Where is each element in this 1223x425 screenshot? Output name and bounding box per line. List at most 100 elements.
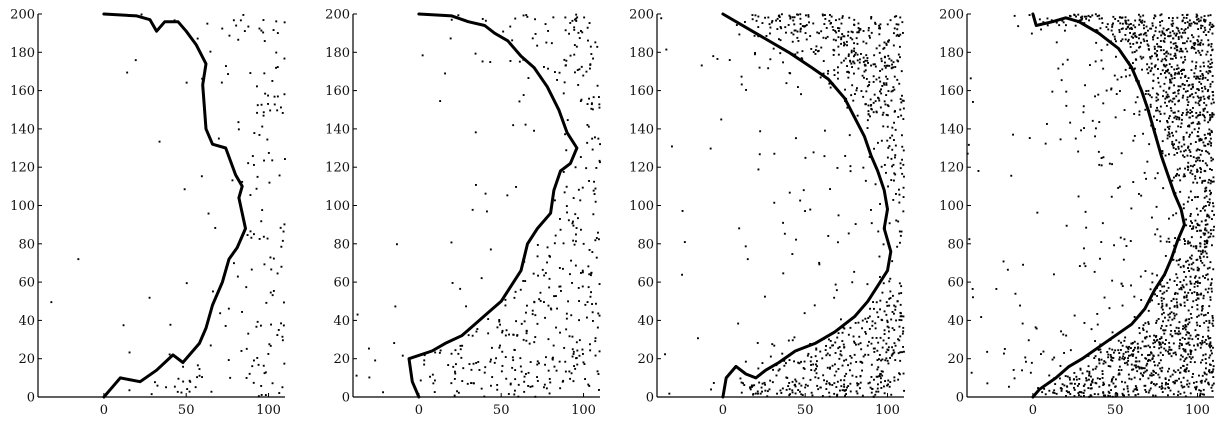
scatter-point [519, 357, 522, 360]
scatter-point [1161, 366, 1164, 369]
scatter-point [893, 379, 896, 382]
scatter-point [1172, 146, 1175, 149]
scatter-point [1196, 123, 1199, 125]
scatter-point [505, 377, 508, 380]
scatter-point [1113, 74, 1116, 77]
scatter-point [1200, 24, 1202, 27]
scatter-point [1187, 111, 1189, 114]
scatter-point [249, 230, 252, 233]
scatter-point [1112, 22, 1114, 25]
scatter-point [1176, 301, 1178, 304]
scatter-point [1145, 90, 1148, 92]
scatter-point [431, 373, 434, 376]
scatter-point [1057, 67, 1060, 70]
scatter-point [720, 118, 723, 121]
scatter-point [1189, 24, 1192, 27]
scatter-point [1200, 138, 1203, 141]
scatter-point [822, 72, 825, 75]
scatter-point [1182, 68, 1185, 71]
scatter-point [1196, 343, 1199, 346]
scatter-point [1166, 134, 1169, 137]
scatter-point [870, 391, 873, 394]
scatter-point [1110, 389, 1112, 391]
scatter-point [869, 115, 871, 118]
scatter-point [1210, 287, 1213, 290]
scatter-point [823, 23, 826, 25]
scatter-point [846, 106, 849, 109]
scatter-point [1191, 45, 1194, 48]
scatter-point [576, 16, 579, 19]
scatter-point [1168, 316, 1171, 319]
scatter-point [1120, 349, 1122, 351]
scatter-point [781, 387, 784, 390]
scatter-point [1120, 40, 1123, 42]
scatter-point [1211, 49, 1214, 52]
scatter-point [1127, 357, 1129, 360]
scatter-point [1119, 22, 1122, 25]
scatter-point [872, 101, 875, 104]
scatter-point [1153, 334, 1156, 337]
scatter-point [878, 51, 881, 54]
scatter-point [891, 134, 894, 137]
scatter-point [857, 22, 860, 25]
scatter-point [257, 395, 260, 398]
scatter-point [368, 347, 370, 350]
scatter-point [791, 40, 794, 43]
scatter-point [1203, 243, 1206, 246]
scatter-point [877, 316, 880, 318]
scatter-point [1211, 390, 1214, 392]
scatter-point [547, 67, 549, 70]
scatter-point [809, 208, 812, 211]
scatter-point [1079, 367, 1082, 370]
scatter-point [1002, 260, 1005, 263]
scatter-point [1144, 93, 1147, 95]
scatter-point [1134, 346, 1136, 349]
scatter-point [231, 179, 234, 182]
scatter-point [879, 106, 882, 109]
scatter-point [589, 343, 591, 346]
scatter-point [1205, 34, 1208, 36]
scatter-point [805, 14, 807, 17]
scatter-point [888, 39, 890, 42]
scatter-point [1177, 27, 1179, 30]
scatter-point [782, 272, 785, 275]
scatter-point [1185, 111, 1188, 114]
scatter-point [543, 66, 545, 68]
scatter-point [598, 283, 601, 285]
scatter-point [1170, 66, 1173, 68]
scatter-point [1190, 236, 1193, 239]
scatter-point [574, 71, 576, 74]
scatter-point [851, 374, 854, 377]
scatter-point [1139, 45, 1142, 48]
scatter-point [1190, 122, 1193, 125]
scatter-point [836, 167, 839, 169]
scatter-point [1124, 381, 1127, 384]
scatter-point [889, 297, 892, 299]
scatter-point [882, 111, 885, 114]
scatter-point [578, 68, 581, 71]
scatter-point [1171, 100, 1174, 103]
scatter-point [1199, 236, 1202, 239]
scatter-point [1186, 331, 1189, 334]
scatter-point [251, 155, 254, 157]
scatter-point [853, 270, 856, 273]
scatter-point [1134, 34, 1137, 37]
scatter-point [1199, 210, 1202, 212]
scatter-point [1165, 91, 1168, 94]
scatter-point [591, 137, 594, 140]
scatter-point [1152, 374, 1155, 376]
scatter-point [564, 64, 567, 67]
scatter-point [1160, 13, 1163, 16]
scatter-point [883, 64, 886, 67]
scatter-point [284, 158, 286, 160]
scatter-point [1192, 121, 1195, 124]
scatter-point [1083, 262, 1086, 265]
scatter-point [878, 76, 881, 79]
scatter-point [565, 205, 568, 207]
scatter-point [1195, 386, 1198, 389]
scatter-point [1185, 367, 1188, 370]
scatter-point [814, 355, 817, 358]
scatter-point [1130, 35, 1133, 38]
scatter-point [1101, 373, 1104, 375]
scatter-point [868, 81, 871, 84]
